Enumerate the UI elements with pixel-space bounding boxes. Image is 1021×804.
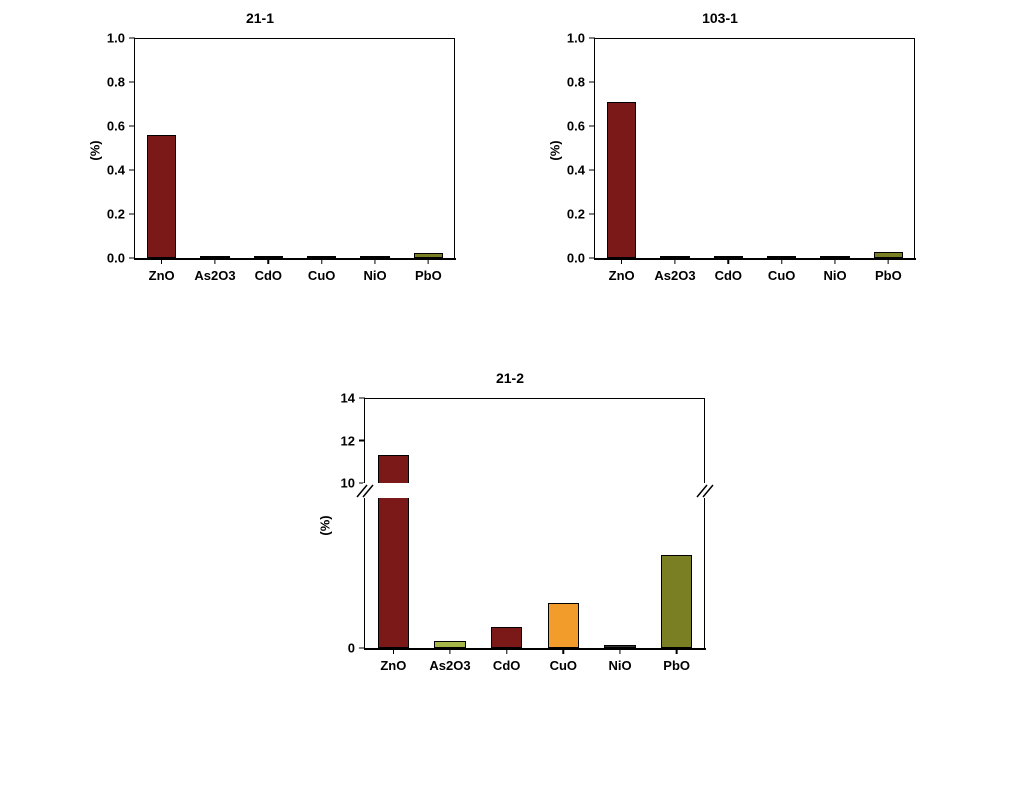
x-tick-label: NiO	[823, 268, 846, 283]
bar	[307, 256, 336, 258]
y-tick-label: 0.4	[567, 163, 585, 178]
bar	[254, 256, 283, 258]
y-tick-label: 0.2	[567, 207, 585, 222]
y-tick-label: 10	[341, 476, 355, 491]
bar	[820, 256, 849, 258]
chart-c2: 103-10.00.20.40.60.81.0ZnOAs2O3CdOCuONiO…	[540, 10, 900, 258]
bar	[767, 256, 796, 258]
y-axis-label: (%)	[88, 140, 103, 160]
x-tick-label: CuO	[550, 658, 577, 673]
bar	[491, 627, 522, 648]
y-tick-label: 0.8	[567, 75, 585, 90]
x-tick-label: ZnO	[149, 268, 175, 283]
bar	[714, 256, 743, 258]
bar	[604, 645, 635, 648]
bar-upper	[378, 455, 409, 483]
y-tick-label: 14	[341, 391, 355, 406]
x-tick-label: PbO	[663, 658, 690, 673]
y-tick-label: 0.6	[107, 119, 125, 134]
x-tick-label: CuO	[308, 268, 335, 283]
y-axis-label: (%)	[548, 140, 563, 160]
y-tick-label: 0.8	[107, 75, 125, 90]
x-tick-label: CdO	[255, 268, 282, 283]
y-tick-label: 12	[341, 433, 355, 448]
y-axis-label: (%)	[318, 515, 333, 535]
x-tick-label: CdO	[715, 268, 742, 283]
y-tick-label: 0.4	[107, 163, 125, 178]
bar	[200, 256, 229, 258]
bar	[360, 256, 389, 258]
chart-title: 21-2	[310, 370, 710, 386]
bar	[147, 135, 176, 258]
chart-c1: 21-10.00.20.40.60.81.0ZnOAs2O3CdOCuONiOP…	[80, 10, 440, 258]
chart-c3: 21-2 0101214ZnOAs2O3CdOCuONiOPbO (%)	[310, 370, 710, 648]
y-tick-label: 0.0	[107, 251, 125, 266]
x-tick-label: NiO	[363, 268, 386, 283]
bar-lower	[378, 498, 409, 648]
plot-area: 0101214ZnOAs2O3CdOCuONiOPbO	[365, 398, 705, 648]
x-tick-label: ZnO	[609, 268, 635, 283]
bar	[661, 555, 692, 648]
y-tick-label: 1.0	[567, 31, 585, 46]
y-tick-label: 0.2	[107, 207, 125, 222]
y-tick-label: 0.6	[567, 119, 585, 134]
x-tick-label: PbO	[875, 268, 902, 283]
plot-area: 0.00.20.40.60.81.0ZnOAs2O3CdOCuONiOPbO	[595, 38, 915, 258]
x-tick-label: PbO	[415, 268, 442, 283]
x-tick-label: NiO	[608, 658, 631, 673]
bar	[660, 256, 689, 258]
y-tick-label: 1.0	[107, 31, 125, 46]
bar	[548, 603, 579, 648]
bar	[434, 641, 465, 649]
bar	[607, 102, 636, 258]
chart-title: 21-1	[80, 10, 440, 26]
plot-area: 0.00.20.40.60.81.0ZnOAs2O3CdOCuONiOPbO	[135, 38, 455, 258]
x-tick-label: As2O3	[194, 268, 235, 283]
y-tick-label: 0.0	[567, 251, 585, 266]
bar	[874, 252, 903, 258]
x-tick-label: ZnO	[380, 658, 406, 673]
y-tick-label: 0	[348, 641, 355, 656]
chart-title: 103-1	[540, 10, 900, 26]
x-tick-label: CuO	[768, 268, 795, 283]
x-tick-label: As2O3	[654, 268, 695, 283]
x-tick-label: CdO	[493, 658, 520, 673]
x-tick-label: As2O3	[429, 658, 470, 673]
bar	[414, 253, 443, 258]
